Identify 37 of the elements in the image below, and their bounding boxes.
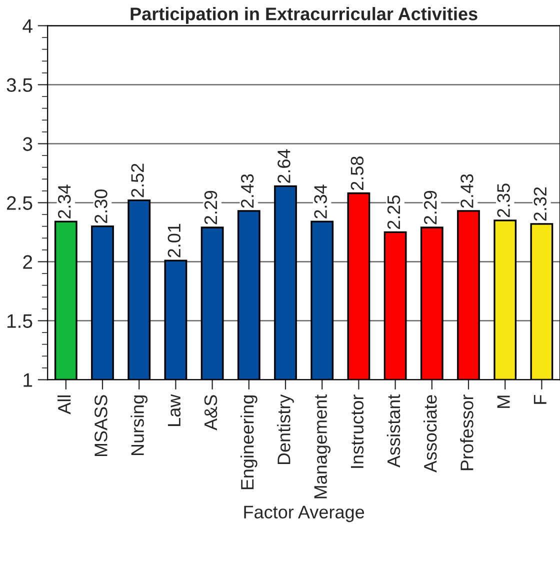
x-tick-label: Assistant bbox=[386, 394, 400, 468]
data-label: 2.25 bbox=[387, 195, 400, 229]
data-label: 2.30 bbox=[94, 190, 108, 224]
x-tick-label: F bbox=[534, 395, 546, 404]
data-label: 2.01 bbox=[168, 224, 181, 258]
data-label: 2.52 bbox=[131, 164, 144, 198]
x-tick-label: M bbox=[497, 396, 510, 408]
data-label: 2.29 bbox=[204, 190, 218, 224]
y-tick-label: 4 bbox=[22, 19, 32, 33]
data-label: 2.64 bbox=[278, 149, 290, 183]
data-label: 2.58 bbox=[350, 156, 364, 190]
data-label: 2.43 bbox=[240, 174, 254, 208]
x-tick-label: Professor bbox=[460, 394, 474, 470]
data-label: 2.43 bbox=[460, 174, 474, 208]
x-tick-label: A&S bbox=[204, 395, 218, 430]
x-tick-label: All bbox=[57, 396, 71, 414]
data-label: 2.32 bbox=[534, 187, 547, 221]
data-label: 2.34 bbox=[58, 184, 71, 218]
chart-title: Participation in Extracurricular Activities bbox=[130, 7, 478, 24]
x-tick-label: Law bbox=[168, 394, 181, 426]
data-label: 2.29 bbox=[424, 190, 437, 224]
x-tick-label: Engineering bbox=[240, 395, 258, 490]
y-tick-label: 1.5 bbox=[7, 314, 32, 328]
y-tick-label: 3.5 bbox=[6, 78, 32, 92]
x-axis-title: Factor Average bbox=[244, 506, 364, 522]
y-tick-label: 1 bbox=[24, 373, 32, 387]
x-tick-label: Nursing bbox=[130, 395, 148, 456]
y-tick-label: 2.5 bbox=[6, 196, 32, 210]
x-tick-label: Dentistry bbox=[277, 394, 294, 464]
x-tick-label: Associate bbox=[423, 395, 437, 473]
data-label: 2.35 bbox=[497, 184, 510, 218]
x-tick-label: MSASS bbox=[94, 395, 108, 456]
data-label: 2.34 bbox=[314, 184, 327, 218]
x-tick-label: Instructor bbox=[350, 394, 364, 468]
y-tick-label: 3 bbox=[22, 137, 32, 151]
y-tick-label: 2 bbox=[23, 255, 32, 269]
x-tick-label: Management bbox=[314, 394, 331, 498]
